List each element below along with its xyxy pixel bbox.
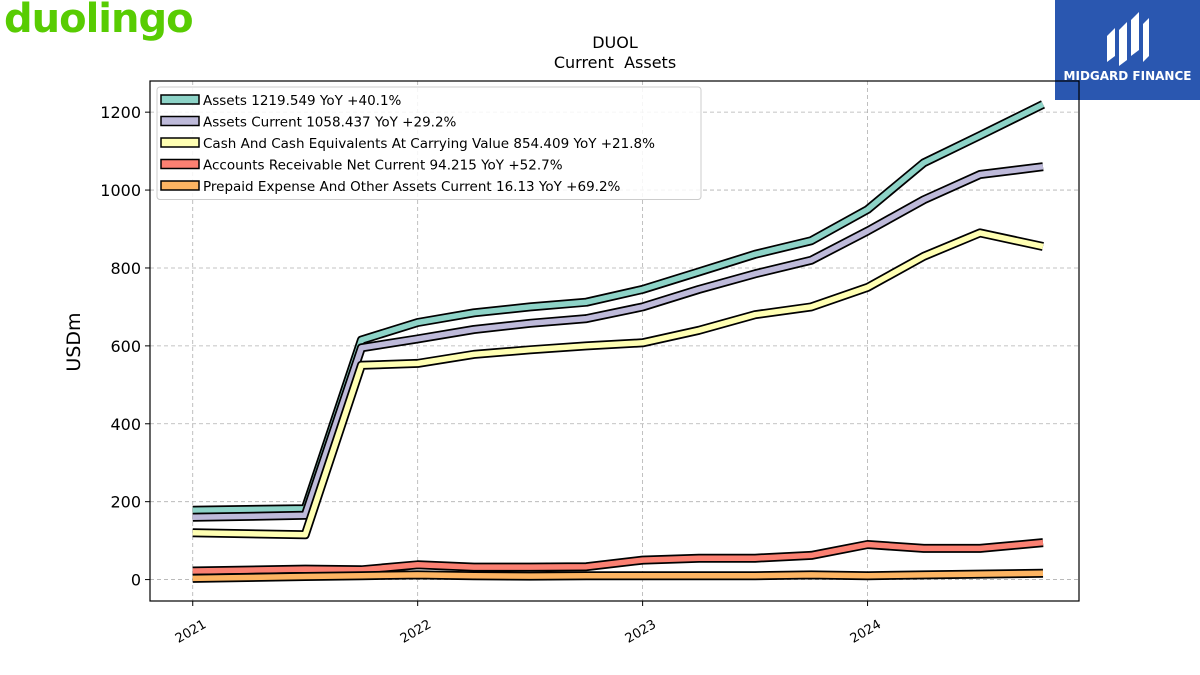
y-tick-label: 600 (110, 337, 141, 356)
legend-entry: Cash And Cash Equivalents At Carrying Va… (160, 136, 655, 152)
legend-label: Cash And Cash Equivalents At Carrying Va… (203, 136, 655, 152)
series-3-line (192, 228, 1044, 540)
y-tick-label: 400 (110, 415, 141, 434)
legend-swatch (160, 137, 200, 148)
series-4-line (192, 538, 1044, 576)
y-tick-label: 200 (110, 493, 141, 512)
x-tick-label: 2023 (623, 617, 659, 647)
y-axis-ticks: 0 200 400 600 800 1000 1200 (100, 103, 150, 590)
legend-entry: Prepaid Expense And Other Assets Current… (160, 179, 621, 195)
legend-entry: Assets Current 1058.437 YoY +29.2% (160, 115, 457, 131)
series-line (192, 539, 1044, 574)
midgard-emblem-icon (1107, 12, 1149, 66)
series-line (192, 101, 1045, 513)
series-2-line (192, 162, 1044, 522)
plot-frame (149, 80, 1080, 602)
series-line (192, 163, 1044, 521)
legend-label: Accounts Receivable Net Current 94.215 Y… (203, 158, 563, 174)
legend-swatch (160, 94, 200, 105)
legend-label: Assets Current 1058.437 YoY +29.2% (203, 115, 457, 131)
legend-entry: Assets 1219.549 YoY +40.1% (160, 93, 402, 109)
partner-name: MIDGARD FINANCE (1063, 69, 1192, 83)
duolingo-logo: duolingo (4, 0, 194, 42)
legend-box (156, 86, 702, 200)
series-5-line (192, 568, 1044, 583)
legend-label: Prepaid Expense And Other Assets Current… (203, 179, 621, 195)
y-axis-label: USDm (63, 312, 85, 371)
y-tick-label: 1200 (100, 103, 141, 122)
y-tick-label: 800 (110, 259, 141, 278)
legend-swatch (160, 180, 200, 191)
x-axis-ticks: 2021 2022 2023 2024 (173, 601, 884, 647)
series-line (192, 570, 1044, 582)
legend-entry: Accounts Receivable Net Current 94.215 Y… (160, 158, 563, 174)
x-tick-label: 2024 (848, 617, 884, 647)
legend-label: Assets 1219.549 YoY +40.1% (203, 93, 402, 109)
series-line (192, 230, 1044, 538)
legend: Assets 1219.549 YoY +40.1% Assets Current… (156, 86, 702, 200)
midgard-finance-logo: MIDGARD FINANCE (1055, 0, 1200, 100)
x-tick-label: 2021 (173, 617, 209, 647)
y-tick-label: 1000 (100, 181, 141, 200)
series-lines (192, 100, 1045, 583)
chart-title: DUOL (592, 33, 638, 52)
legend-swatch (160, 158, 200, 170)
legend-swatch (160, 115, 200, 127)
series-1-line (192, 100, 1045, 515)
y-tick-label: 0 (131, 571, 141, 590)
chart-subtitle: Current Assets (554, 53, 676, 72)
x-tick-label: 2022 (398, 617, 434, 647)
